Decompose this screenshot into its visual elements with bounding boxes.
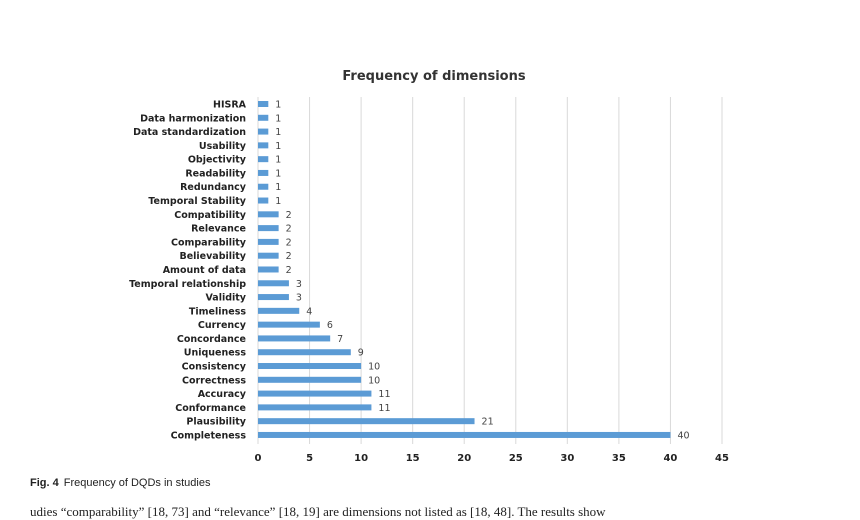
bar	[258, 349, 351, 356]
category-label: Readability	[185, 168, 246, 179]
data-label: 2	[286, 251, 292, 262]
figure-caption-text: Frequency of DQDs in studies	[63, 477, 211, 489]
bar	[258, 418, 475, 425]
data-label: 1	[275, 196, 281, 207]
category-label: Objectivity	[188, 155, 247, 166]
bar	[258, 335, 331, 342]
x-tick-label: 20	[457, 453, 471, 464]
bar	[258, 363, 362, 370]
bar	[258, 294, 289, 301]
bar	[258, 101, 269, 107]
data-label: 2	[286, 224, 292, 235]
bar	[258, 211, 279, 218]
x-tick-label: 0	[255, 453, 262, 464]
x-tick-label: 5	[306, 453, 313, 464]
category-label: Conformance	[175, 403, 246, 414]
data-label: 11	[378, 403, 390, 414]
category-label: Data harmonization	[140, 113, 246, 124]
category-label: Relevance	[191, 224, 246, 235]
bar	[258, 128, 269, 135]
data-label: 21	[482, 417, 494, 428]
category-label: Redundancy	[180, 182, 247, 193]
x-tick-label: 10	[354, 453, 368, 464]
chart-bars	[258, 101, 671, 438]
category-label: Plausibility	[186, 417, 246, 428]
data-label: 1	[275, 141, 281, 152]
bar	[258, 307, 300, 314]
data-label: 3	[296, 279, 302, 290]
data-label: 2	[286, 210, 292, 221]
data-label: 1	[275, 168, 281, 179]
chart-gridlines	[257, 97, 723, 444]
data-label: 10	[368, 375, 380, 386]
category-label: Compatibility	[174, 210, 247, 221]
data-label: 3	[296, 293, 302, 304]
data-label: 1	[275, 127, 281, 138]
x-tick-label: 15	[406, 453, 420, 464]
category-label: Validity	[205, 293, 246, 304]
category-label: Completeness	[171, 430, 247, 441]
category-label: Comparability	[171, 237, 247, 248]
bar	[258, 431, 671, 438]
figure-caption-label: Fig. 4	[30, 477, 59, 489]
bar	[258, 266, 279, 273]
bar	[258, 390, 372, 397]
bar	[258, 142, 269, 149]
bar	[258, 114, 269, 121]
bar	[258, 225, 279, 232]
x-tick-label: 25	[509, 453, 523, 464]
bar	[258, 169, 269, 176]
data-label: 2	[286, 237, 292, 248]
chart-title: Frequency of dimensions	[342, 69, 525, 84]
x-tick-label: 30	[560, 453, 574, 464]
category-label: Concordance	[177, 334, 246, 345]
x-tick-label: 45	[715, 453, 729, 464]
category-label: Currency	[198, 320, 247, 331]
x-tick-label: 35	[612, 453, 626, 464]
bar-chart: Frequency of dimensions HISRA Data harmon…	[129, 69, 729, 464]
data-label: 40	[677, 430, 689, 441]
data-label: 1	[275, 100, 281, 111]
data-label: 2	[286, 265, 292, 276]
chart-x-tick-labels: 0 5 10 15 20 25 30 35 40 45	[255, 453, 729, 464]
category-label: HISRA	[213, 100, 247, 111]
bar	[258, 238, 279, 245]
category-label: Temporal relationship	[129, 279, 246, 290]
data-label: 6	[327, 320, 333, 331]
category-label: Usability	[199, 141, 247, 152]
bar	[258, 156, 269, 163]
bar	[258, 183, 269, 190]
category-label: Temporal Stability	[148, 196, 246, 207]
data-label: 1	[275, 182, 281, 193]
figure-caption: Fig. 4 Frequency of DQDs in studies	[30, 477, 210, 489]
category-label: Correctness	[182, 375, 246, 386]
data-label: 7	[337, 334, 343, 345]
category-label: Believability	[179, 251, 246, 262]
category-label: Timeliness	[189, 306, 246, 317]
data-label: 4	[306, 306, 312, 317]
category-label: Data standardization	[133, 127, 246, 138]
bar	[258, 197, 269, 204]
data-label: 11	[378, 389, 390, 400]
category-label: Amount of data	[163, 265, 246, 276]
x-tick-label: 40	[663, 453, 677, 464]
data-label: 1	[275, 113, 281, 124]
bar	[258, 280, 289, 287]
category-label: Accuracy	[198, 389, 247, 400]
data-label: 1	[275, 155, 281, 166]
bar	[258, 376, 362, 383]
chart-category-labels: HISRA Data harmonization Data standardizat…	[129, 100, 247, 442]
category-label: Uniqueness	[184, 348, 247, 359]
bar	[258, 404, 372, 411]
bar	[258, 252, 279, 259]
body-text-line: udies “comparability” [18, 73] and “rele…	[30, 504, 606, 519]
data-label: 10	[368, 362, 380, 373]
bar	[258, 321, 320, 328]
data-label: 9	[358, 348, 364, 359]
category-label: Consistency	[182, 362, 247, 373]
